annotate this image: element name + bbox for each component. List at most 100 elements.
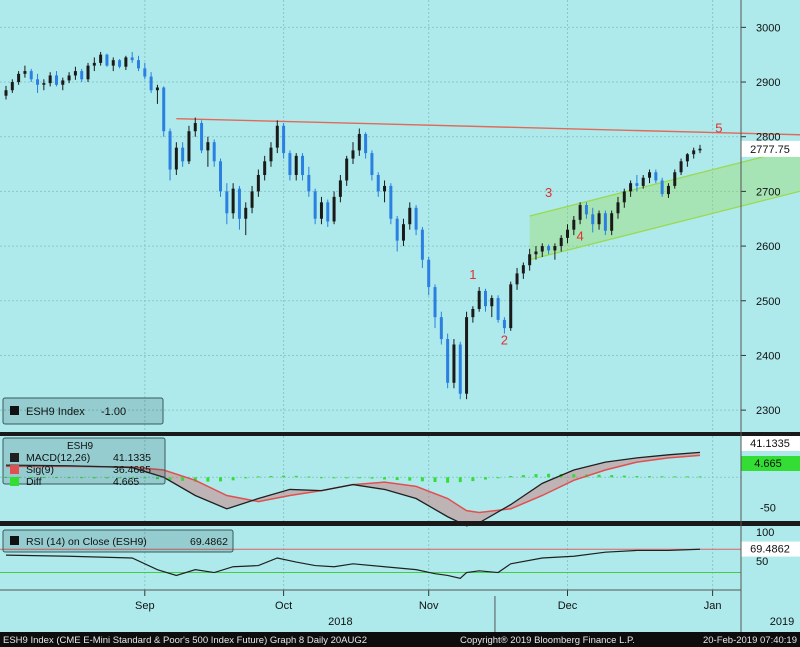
candle-body [420, 229, 424, 260]
candle [136, 55, 140, 72]
diff-bar [547, 473, 551, 478]
price-legend-label: ESH9 Index [26, 406, 85, 418]
candle [307, 166, 311, 197]
candle-body [80, 71, 84, 80]
diff-bar [181, 477, 185, 481]
candle [187, 125, 191, 165]
diff-bar [420, 477, 424, 482]
candle [338, 174, 342, 203]
candle [376, 172, 380, 197]
candle-body [654, 172, 658, 181]
candle-body [10, 82, 14, 91]
diff-bar [433, 477, 437, 483]
candle [401, 218, 405, 247]
price-tick-label: 2900 [756, 77, 780, 89]
candle [111, 57, 115, 72]
candle-body [92, 62, 96, 66]
macd-legend-label: Sig(9) [26, 464, 54, 476]
price-tick-label: 2600 [756, 241, 780, 253]
diff-bar [622, 475, 626, 478]
candle [629, 180, 633, 197]
candle-body [118, 60, 122, 67]
candle-body [414, 207, 418, 230]
candle-body [42, 83, 46, 85]
candle [313, 188, 317, 225]
candle-body [660, 180, 664, 195]
candle [414, 205, 418, 236]
diff-bar [143, 477, 147, 479]
candle-body [698, 148, 702, 151]
footer-copyright-text: Copyright® 2019 Bloomberg Finance L.P. [460, 635, 635, 646]
legend-swatch [10, 465, 19, 474]
candle [566, 224, 570, 244]
candle-body [61, 80, 65, 85]
footer-left-text: ESH9 Index (CME E-Mini Standard & Poor's… [3, 635, 367, 646]
candle-body [515, 273, 519, 285]
candle-body [231, 188, 235, 214]
channel-upper-line [529, 146, 800, 217]
candle-body [187, 131, 191, 162]
candle-body [610, 213, 614, 231]
candle-body [616, 202, 620, 214]
candle-body [685, 154, 689, 162]
candle [225, 183, 229, 225]
candle-body [181, 147, 185, 162]
candle [10, 79, 14, 93]
candle-body [376, 174, 380, 192]
candle-body [345, 158, 349, 181]
wave-label: 2 [501, 333, 508, 348]
candle-body [622, 191, 626, 203]
candle [578, 202, 582, 225]
candle-body [307, 174, 311, 192]
diff-bar [319, 477, 323, 479]
candle-body [648, 172, 652, 178]
candle-body [256, 174, 260, 192]
candle-body [534, 251, 538, 255]
wave-label: 3 [545, 185, 552, 200]
candle-body [136, 60, 140, 69]
candle [465, 311, 469, 400]
candle [477, 287, 481, 312]
candle [301, 153, 305, 181]
candle [490, 295, 494, 318]
diff-bar [92, 477, 96, 479]
candle-body [250, 191, 254, 208]
diff-bar [521, 475, 525, 478]
macd-legend-value: 4.665 [113, 476, 139, 488]
candle [483, 288, 487, 312]
candle-body [67, 75, 71, 81]
candle-body [36, 79, 40, 85]
candle [288, 150, 292, 181]
candle [528, 248, 532, 271]
diff-bar [572, 474, 576, 478]
diff-bar [648, 476, 652, 478]
candle-body [559, 237, 563, 247]
candle-body [338, 180, 342, 197]
macd-legend-label: MACD(12,26) [26, 452, 90, 464]
candle [319, 196, 323, 225]
candle [666, 183, 670, 198]
price-tick-label: 2800 [756, 132, 780, 144]
candle [433, 284, 437, 329]
diff-last-box [741, 456, 800, 471]
diff-bar [395, 477, 399, 481]
candle [540, 243, 544, 258]
candle [584, 202, 588, 219]
price-tick-label: 2500 [756, 296, 780, 308]
candle-body [389, 185, 393, 219]
price-axis-bg [741, 0, 800, 432]
diff-bar [332, 477, 336, 479]
month-label: Oct [275, 600, 292, 612]
legend-swatch [10, 477, 19, 486]
candle [534, 246, 538, 260]
candle [635, 174, 639, 192]
candle-body [584, 205, 588, 215]
candle-body [332, 196, 336, 222]
candle [648, 169, 652, 184]
panel-separator-price-macd [0, 432, 800, 436]
candle-body [502, 319, 506, 329]
candle [509, 281, 513, 331]
candle-body [433, 287, 437, 318]
